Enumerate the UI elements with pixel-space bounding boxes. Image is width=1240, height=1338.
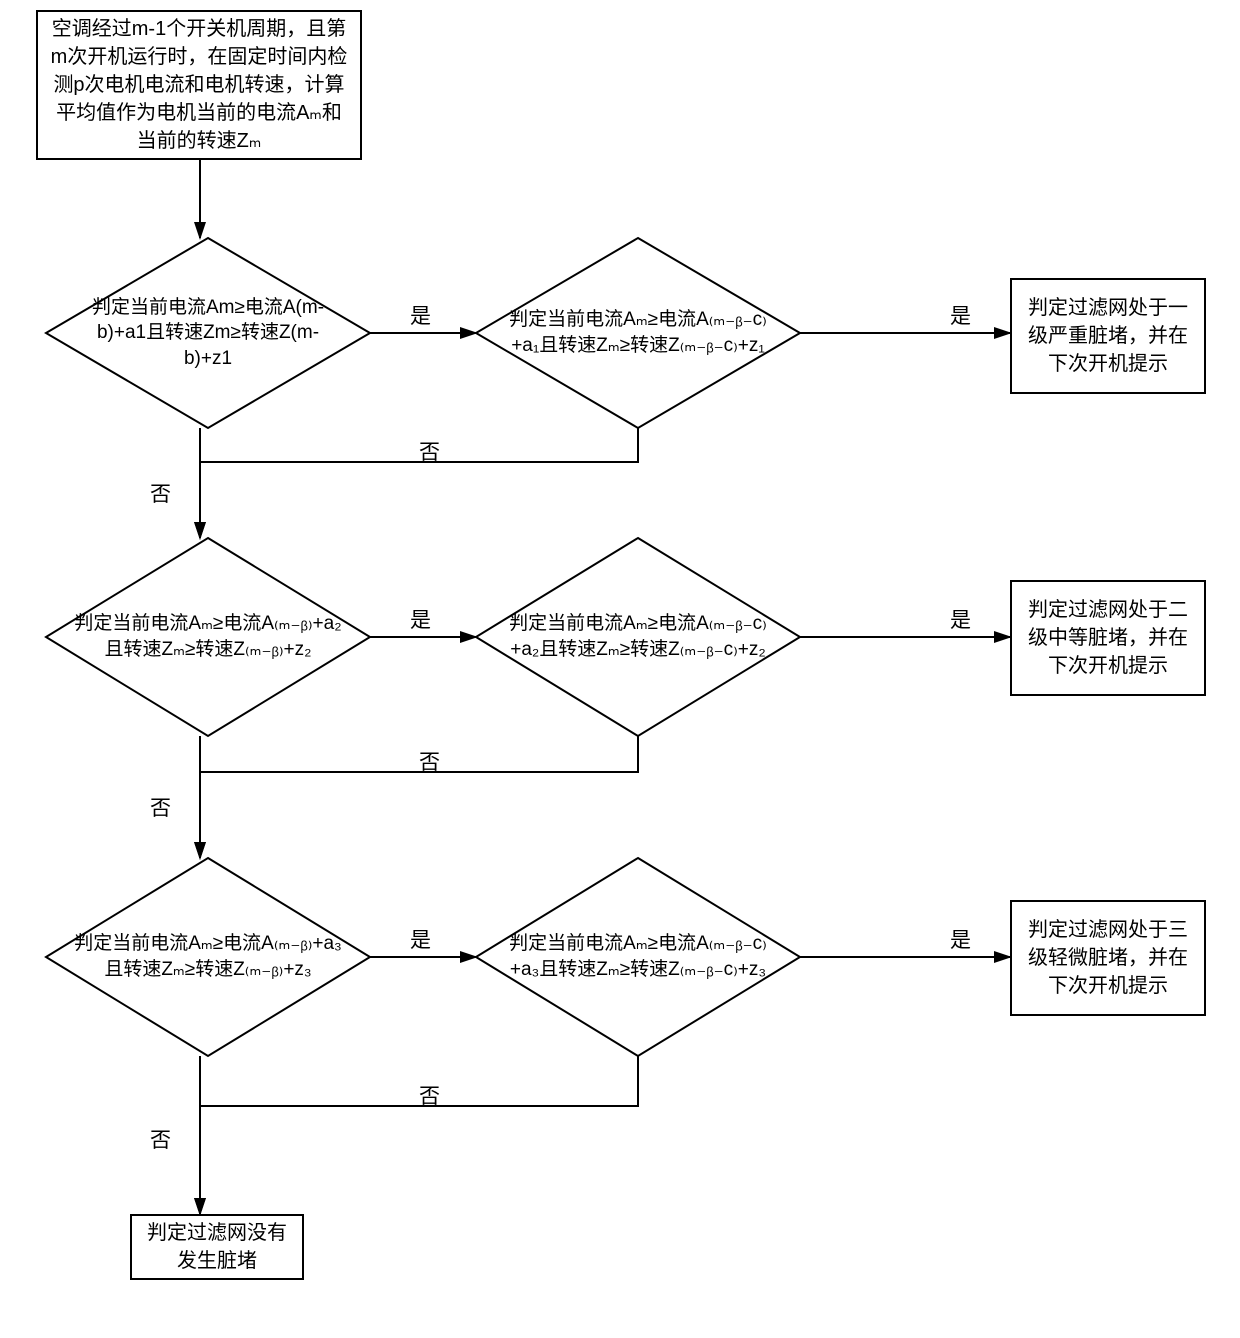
- node-text: 判定当前电流Aₘ≥电流A₍ₘ₋ᵦ₎+a₂且转速Zₘ≥转速Z₍ₘ₋ᵦ₎+z₂: [74, 611, 342, 662]
- flowchart-node-r3: 判定过滤网处于三级轻微脏堵，并在下次开机提示: [1010, 900, 1206, 1016]
- flowchart-node-d1a: 判定当前电流Am≥电流A(m-b)+a1且转速Zm≥转速Z(m-b)+z1: [46, 238, 370, 428]
- node-text: 判定当前电流Aₘ≥电流A₍ₘ₋ᵦ₋c₎+a₂且转速Zₘ≥转速Z₍ₘ₋ᵦ₋c₎+z…: [504, 611, 772, 662]
- flowchart-node-d3b: 判定当前电流Aₘ≥电流A₍ₘ₋ᵦ₋c₎+a₃且转速Zₘ≥转速Z₍ₘ₋ᵦ₋c₎+z…: [476, 858, 800, 1056]
- flowchart-node-end: 判定过滤网没有发生脏堵: [130, 1214, 304, 1280]
- node-text: 空调经过m-1个开关机周期，且第m次开机运行时，在固定时间内检测p次电机电流和电…: [50, 15, 348, 155]
- edge-label-12: 否: [150, 1124, 171, 1154]
- flowchart-node-r1: 判定过滤网处于一级严重脏堵，并在下次开机提示: [1010, 278, 1206, 394]
- edge-label-5: 是: [410, 604, 431, 634]
- node-text: 判定过滤网处于二级中等脏堵，并在下次开机提示: [1024, 596, 1192, 680]
- node-text: 判定过滤网处于三级轻微脏堵，并在下次开机提示: [1024, 916, 1192, 1000]
- node-text: 判定当前电流Aₘ≥电流A₍ₘ₋ᵦ₎+a₃且转速Zₘ≥转速Z₍ₘ₋ᵦ₎+z₃: [74, 931, 342, 982]
- node-text: 判定当前电流Am≥电流A(m-b)+a1且转速Zm≥转速Z(m-b)+z1: [74, 295, 342, 372]
- edge-label-2: 是: [950, 300, 971, 330]
- flowchart-node-d1b: 判定当前电流Aₘ≥电流A₍ₘ₋ᵦ₋c₎+a₁且转速Zₘ≥转速Z₍ₘ₋ᵦ₋c₎+z…: [476, 238, 800, 428]
- flowchart-node-r2: 判定过滤网处于二级中等脏堵，并在下次开机提示: [1010, 580, 1206, 696]
- edge-label-6: 是: [950, 604, 971, 634]
- node-text: 判定过滤网没有发生脏堵: [144, 1219, 290, 1275]
- edge-label-4: 否: [150, 478, 171, 508]
- flowchart-node-d2a: 判定当前电流Aₘ≥电流A₍ₘ₋ᵦ₎+a₂且转速Zₘ≥转速Z₍ₘ₋ᵦ₎+z₂: [46, 538, 370, 736]
- flowchart-node-d2b: 判定当前电流Aₘ≥电流A₍ₘ₋ᵦ₋c₎+a₂且转速Zₘ≥转速Z₍ₘ₋ᵦ₋c₎+z…: [476, 538, 800, 736]
- edge-label-7: 否: [419, 746, 440, 776]
- flowchart-node-start: 空调经过m-1个开关机周期，且第m次开机运行时，在固定时间内检测p次电机电流和电…: [36, 10, 362, 160]
- node-text: 判定当前电流Aₘ≥电流A₍ₘ₋ᵦ₋c₎+a₃且转速Zₘ≥转速Z₍ₘ₋ᵦ₋c₎+z…: [504, 931, 772, 982]
- edge-label-1: 是: [410, 300, 431, 330]
- flowchart-node-d3a: 判定当前电流Aₘ≥电流A₍ₘ₋ᵦ₎+a₃且转速Zₘ≥转速Z₍ₘ₋ᵦ₎+z₃: [46, 858, 370, 1056]
- edge-label-8: 否: [150, 792, 171, 822]
- edge-label-11: 否: [419, 1080, 440, 1110]
- edge-label-10: 是: [950, 924, 971, 954]
- node-text: 判定过滤网处于一级严重脏堵，并在下次开机提示: [1024, 294, 1192, 378]
- edge-label-3: 否: [419, 436, 440, 466]
- node-text: 判定当前电流Aₘ≥电流A₍ₘ₋ᵦ₋c₎+a₁且转速Zₘ≥转速Z₍ₘ₋ᵦ₋c₎+z…: [504, 307, 772, 358]
- edge-label-9: 是: [410, 924, 431, 954]
